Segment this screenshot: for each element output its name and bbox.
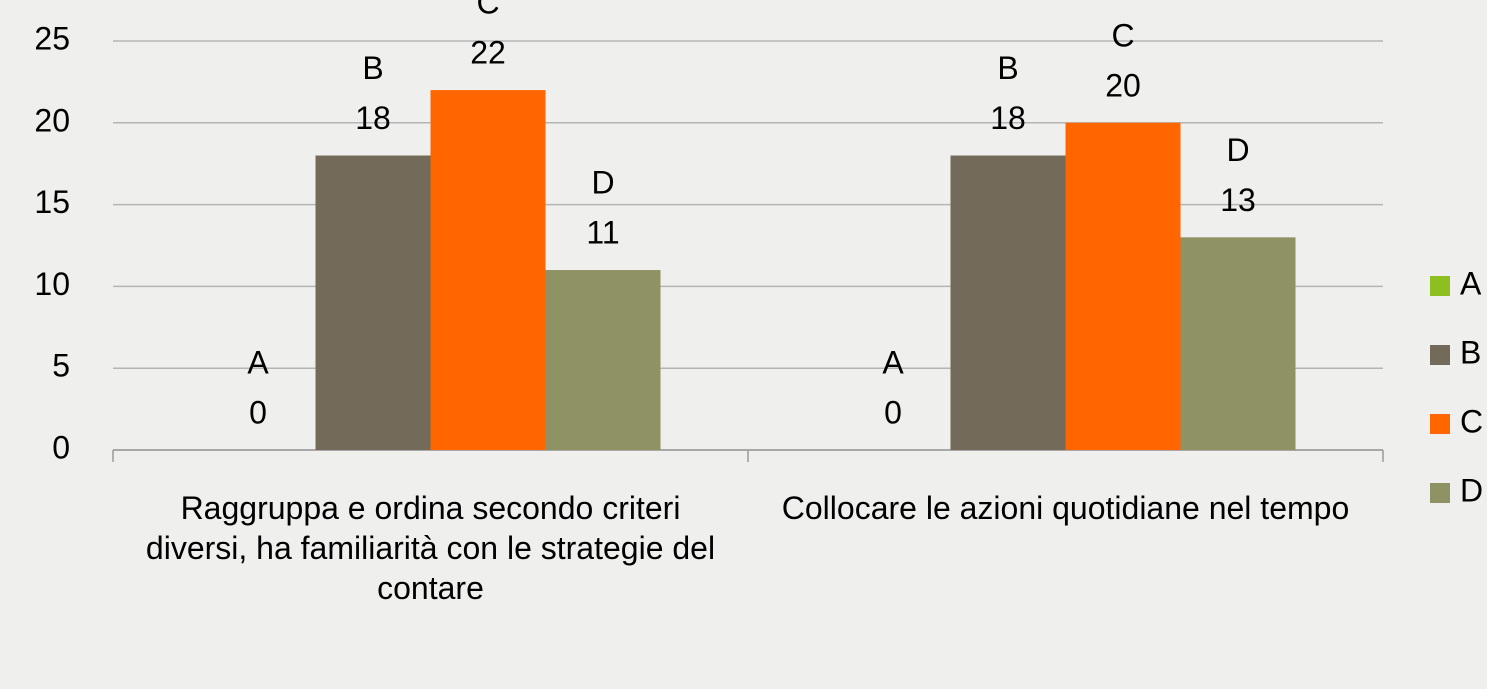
legend-swatch [1430, 483, 1450, 503]
legend-swatch [1430, 276, 1450, 296]
data-label: 20 [1105, 67, 1141, 103]
y-tick-label: 15 [34, 184, 70, 220]
legend-label: B [1460, 334, 1481, 370]
data-label: 13 [1220, 182, 1256, 218]
data-label: 18 [990, 100, 1026, 136]
data-label-name: A [882, 344, 904, 380]
bar [1180, 237, 1296, 450]
data-label-name: A [247, 344, 269, 380]
x-tick-label: Raggruppa e ordina secondo criteri diver… [145, 490, 716, 606]
data-label: 0 [884, 394, 902, 430]
data-label-name: C [1111, 17, 1134, 53]
bar [430, 90, 546, 450]
y-tick-label: 25 [34, 20, 70, 56]
legend-label: D [1460, 472, 1483, 508]
data-label-name: C [476, 0, 499, 21]
y-tick-label: 10 [34, 266, 70, 302]
data-label-name: D [1226, 132, 1249, 168]
y-tick-label: 5 [52, 348, 70, 384]
bar [545, 270, 661, 450]
legend-swatch [1430, 345, 1450, 365]
legend-label: A [1460, 265, 1482, 301]
data-label: 18 [355, 100, 391, 136]
y-tick-label: 20 [34, 102, 70, 138]
data-label: 0 [249, 394, 267, 430]
data-label: 22 [470, 35, 506, 71]
data-label-name: D [591, 164, 614, 200]
legend-label: C [1460, 403, 1483, 439]
data-label-name: B [362, 50, 383, 86]
legend-swatch [1430, 414, 1450, 434]
bar [950, 155, 1066, 450]
x-tick-label: Collocare le azioni quotidiane nel tempo [781, 490, 1350, 526]
bar [315, 155, 431, 450]
y-tick-label: 0 [52, 429, 70, 465]
data-label-name: B [997, 50, 1018, 86]
bar [1065, 122, 1181, 451]
data-label: 11 [586, 214, 619, 250]
